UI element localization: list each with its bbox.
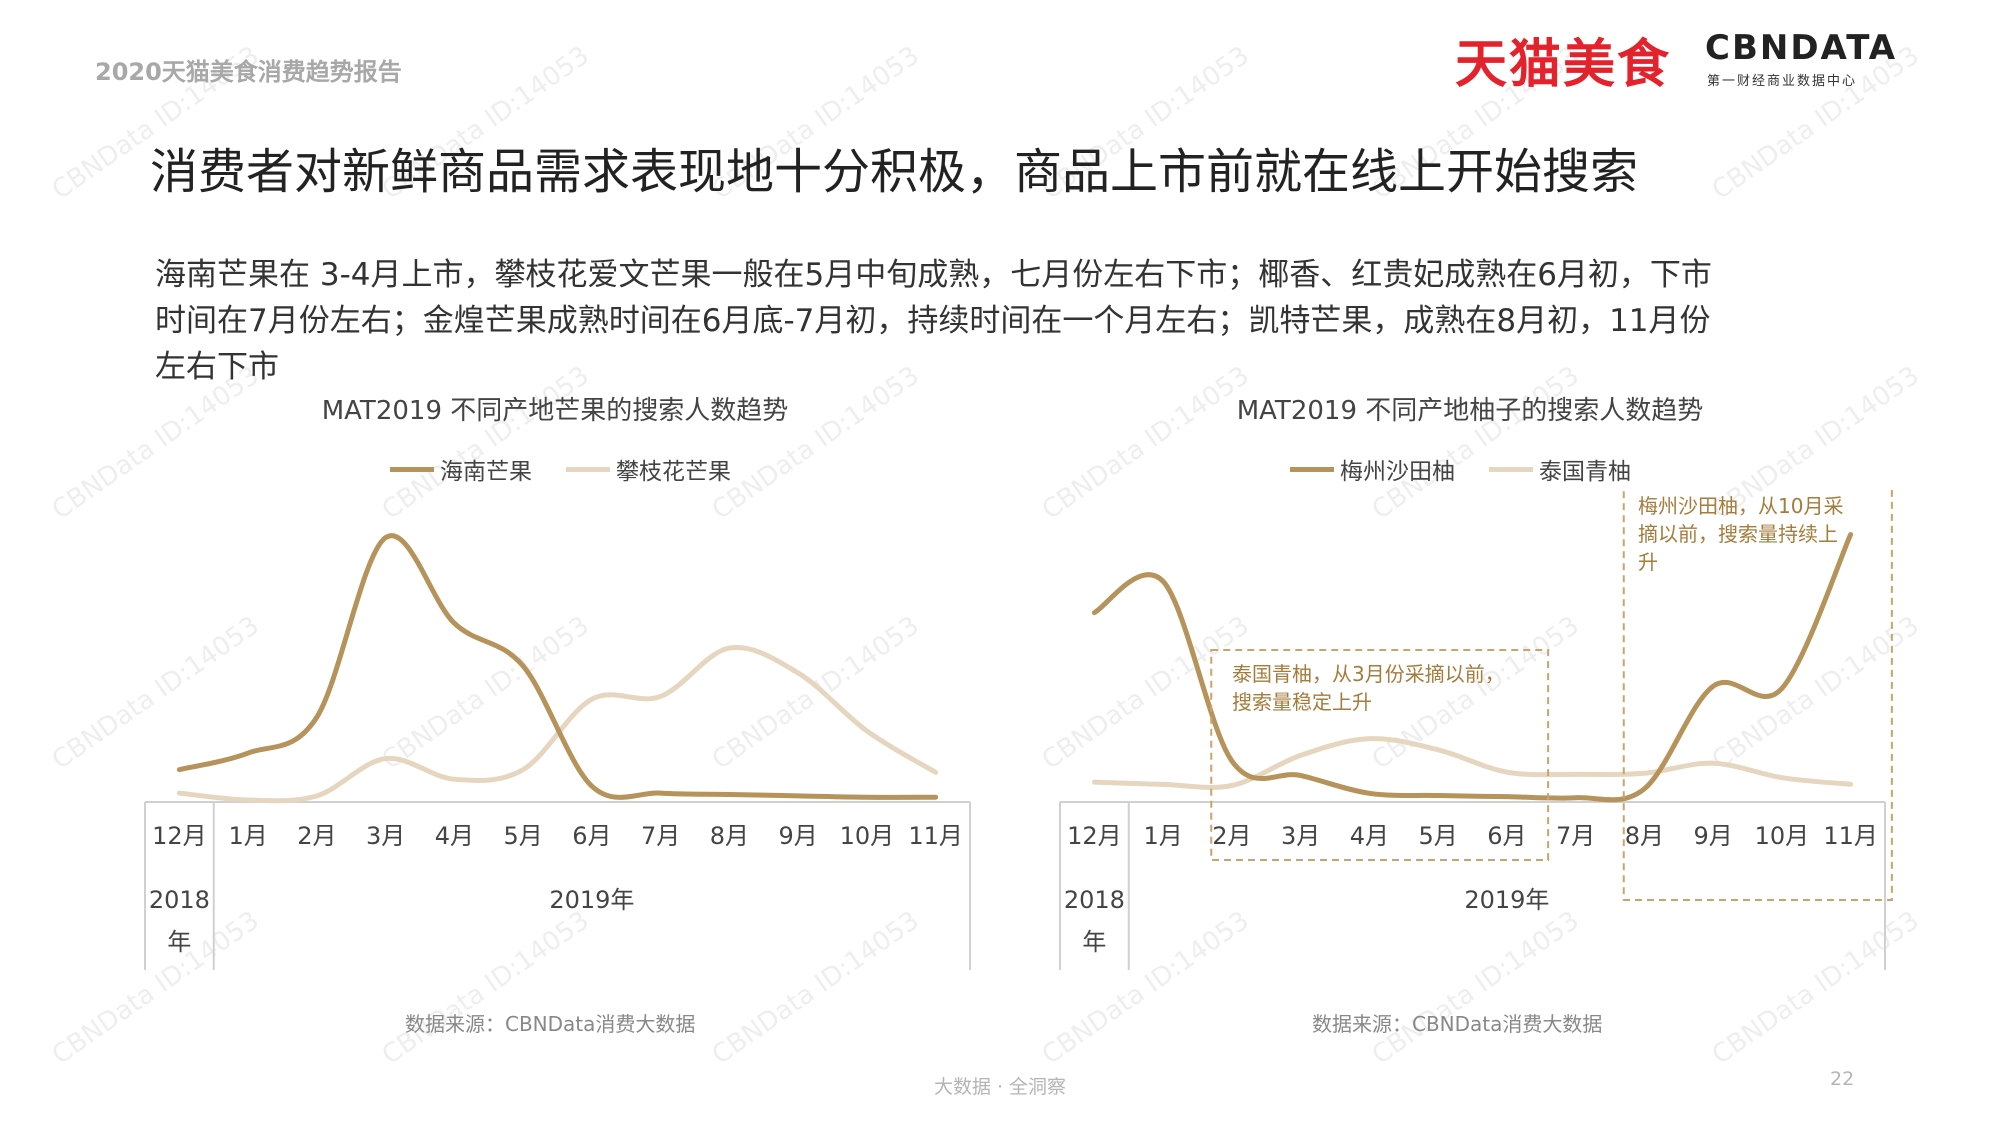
x-tick-label: 9月 (1693, 822, 1732, 850)
legend-item-hainan-mango: 海南芒果 (390, 452, 532, 486)
x-tick-label: 6月 (572, 822, 611, 850)
year-label: 2018 (149, 886, 210, 914)
page-title: 消费者对新鲜商品需求表现地十分积极，商品上市前就在线上开始搜索 (150, 144, 1639, 200)
x-tick-label: 5月 (1418, 822, 1457, 850)
x-tick-label: 2月 (1212, 822, 1251, 850)
intro-line: 时间在7月份左右；金煌芒果成熟时间在6月底-7月初，持续时间在一个月左右；凯特芒… (155, 303, 1711, 339)
callout-line: 泰国青柚，从3月份采摘以前， (1232, 662, 1505, 686)
footer-tagline: 大数据 · 全洞察 (933, 1076, 1067, 1098)
x-tick-label: 2月 (297, 822, 336, 850)
x-tick-label: 11月 (1823, 822, 1878, 850)
x-tick-label: 3月 (1281, 822, 1320, 850)
legend-item-thai-pomelo: 泰国青柚 (1489, 452, 1631, 486)
legend-label-thai-pomelo: 泰国青柚 (1539, 459, 1631, 485)
x-tick-label: 10月 (1755, 822, 1810, 850)
callout-line: 升 (1638, 550, 1658, 574)
callout-thai-pomelo: 泰国青柚，从3月份采摘以前， 搜索量稳定上升 (1232, 660, 1532, 716)
legend-swatch-meizhou-pomelo (1290, 466, 1334, 472)
callout-frame (1210, 649, 1550, 861)
x-tick-label: 12月 (152, 822, 207, 850)
pomelo-chart-title: MAT2019 不同产地柚子的搜索人数趋势 (1236, 396, 1704, 426)
x-tick-label: 5月 (503, 822, 542, 850)
mango-search-trend-chart: 12月 1月 2月 3月 4月 5月 6月 7月 8月 9月 10月 11月 2018 年 2019年 (144, 533, 971, 970)
year-label: 2019年 (1464, 886, 1549, 914)
x-tick-label: 6月 (1487, 822, 1526, 850)
x-tick-label: 4月 (1350, 822, 1389, 850)
x-tick-label: 4月 (435, 822, 474, 850)
legend-swatch-hainan-mango (390, 466, 434, 472)
legend-label-hainan-mango: 海南芒果 (440, 459, 532, 485)
x-tick-label: 11月 (908, 822, 963, 850)
pomelo-series-line (1091, 532, 1854, 803)
callout-line: 搜索量稳定上升 (1232, 690, 1372, 714)
x-tick-label: 8月 (710, 822, 749, 850)
callout-line: 梅州沙田柚，从10月采 (1638, 494, 1844, 518)
x-tick-label: 1月 (1143, 822, 1182, 850)
mango-chart-legend: 海南芒果 攀枝花芒果 (390, 452, 765, 486)
legend-swatch-thai-pomelo (1489, 466, 1533, 472)
callout-meizhou-pomelo: 梅州沙田柚，从10月采 摘以前，搜索量持续上 升 (1638, 492, 1864, 576)
page-number: 22 (1830, 1068, 1855, 1090)
year-label-suffix: 年 (1082, 928, 1106, 956)
mango-series-line (176, 533, 939, 800)
x-tick-label: 8月 (1625, 822, 1664, 850)
legend-label-panzhihua-mango: 攀枝花芒果 (616, 459, 731, 485)
intro-paragraph: 海南芒果在 3-4月上市，攀枝花爱文芒果一般在5月中旬成熟，七月份左右下市；椰香… (155, 252, 1855, 390)
tmall-food-logo: 天猫美食 (1455, 35, 1672, 95)
year-label-suffix: 年 (167, 928, 191, 956)
x-tick-label: 10月 (840, 822, 895, 850)
legend-swatch-panzhihua-mango (566, 466, 610, 472)
x-tick-label: 7月 (641, 822, 680, 850)
cbndata-logo: CBNDATA (1705, 28, 1898, 68)
report-tag: 2020天猫美食消费趋势报告 (95, 58, 402, 86)
x-tick-label: 9月 (778, 822, 817, 850)
legend-item-meizhou-pomelo: 梅州沙田柚 (1290, 452, 1455, 486)
callout-frame (1622, 490, 1893, 901)
intro-line: 海南芒果在 3-4月上市，攀枝花爱文芒果一般在5月中旬成熟，七月份左右下市；椰香… (155, 257, 1712, 293)
legend-label-meizhou-pomelo: 梅州沙田柚 (1340, 459, 1455, 485)
callout-line: 摘以前，搜索量持续上 (1638, 522, 1838, 546)
x-tick-label: 7月 (1556, 822, 1595, 850)
mango-chart-source: 数据来源：CBNData消费大数据 (405, 1012, 696, 1036)
pomelo-search-trend-chart: 12月 1月 2月 3月 4月 5月 6月 7月 8月 9月 10月 11月 2018 年 2019年 (1059, 490, 1893, 970)
intro-line: 左右下市 (155, 349, 279, 385)
x-tick-label: 3月 (366, 822, 405, 850)
cbndata-logo-subtitle: 第一财经商业数据中心 (1707, 74, 1858, 89)
year-label: 2019年 (549, 886, 634, 914)
pomelo-series-line (1091, 736, 1854, 790)
year-label: 2018 (1064, 886, 1125, 914)
x-tick-label: 1月 (228, 822, 267, 850)
pomelo-chart-source: 数据来源：CBNData消费大数据 (1312, 1012, 1603, 1036)
mango-chart-title: MAT2019 不同产地芒果的搜索人数趋势 (321, 396, 789, 426)
legend-item-panzhihua-mango: 攀枝花芒果 (566, 452, 731, 486)
pomelo-chart-legend: 梅州沙田柚 泰国青柚 (1290, 452, 1665, 486)
x-tick-label: 12月 (1067, 822, 1122, 850)
